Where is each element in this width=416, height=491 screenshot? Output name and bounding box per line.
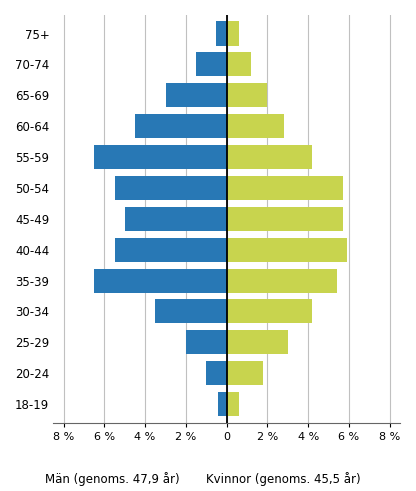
Bar bbox=[94, 145, 227, 169]
Bar bbox=[218, 392, 227, 416]
Bar bbox=[227, 22, 239, 46]
Bar bbox=[227, 176, 343, 200]
Bar bbox=[186, 330, 227, 355]
Bar bbox=[227, 145, 312, 169]
Bar bbox=[206, 361, 227, 385]
Bar bbox=[114, 176, 227, 200]
Bar bbox=[227, 207, 343, 231]
Bar bbox=[196, 53, 227, 77]
Bar bbox=[227, 114, 284, 138]
Bar bbox=[94, 269, 227, 293]
Bar bbox=[227, 300, 312, 324]
Bar bbox=[227, 238, 347, 262]
Bar bbox=[125, 207, 227, 231]
Bar bbox=[227, 53, 251, 77]
Text: Män (genoms. 47,9 år): Män (genoms. 47,9 år) bbox=[45, 472, 180, 486]
Bar bbox=[227, 269, 337, 293]
Bar bbox=[114, 238, 227, 262]
Bar bbox=[135, 114, 227, 138]
Bar bbox=[155, 300, 227, 324]
Bar bbox=[227, 392, 239, 416]
Bar bbox=[166, 83, 227, 108]
Bar bbox=[227, 330, 288, 355]
Text: Kvinnor (genoms. 45,5 år): Kvinnor (genoms. 45,5 år) bbox=[206, 472, 360, 486]
Bar bbox=[227, 361, 263, 385]
Bar bbox=[227, 83, 267, 108]
Bar bbox=[216, 22, 227, 46]
